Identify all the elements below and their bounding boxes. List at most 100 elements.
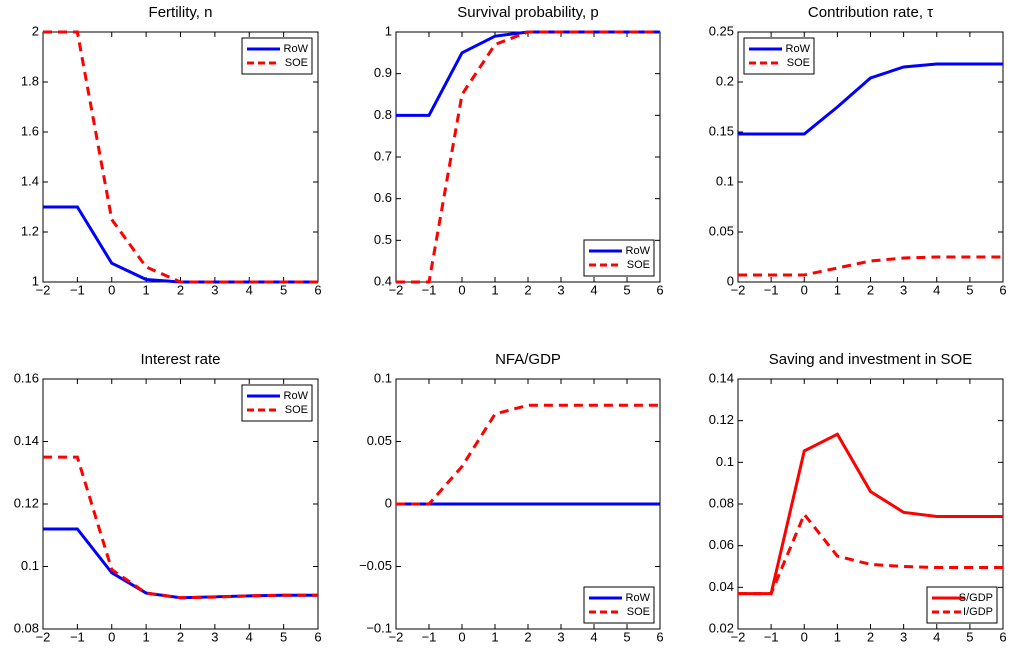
x-tick-label: 2 <box>524 282 531 297</box>
x-tick-label: 3 <box>900 629 907 644</box>
x-tick-label: 2 <box>867 282 874 297</box>
x-tick-label: 3 <box>211 629 218 644</box>
legend-label: SOE <box>627 259 650 271</box>
y-tick-label: 0.04 <box>709 579 734 594</box>
x-tick-label: 4 <box>933 629 940 644</box>
x-tick-label: −2 <box>389 629 404 644</box>
y-tick-label: 0.1 <box>374 370 392 385</box>
y-tick-label: −0.1 <box>366 620 392 635</box>
y-tick-label: 0.12 <box>14 495 39 510</box>
y-tick-label: 0.25 <box>709 23 734 38</box>
x-tick-label: 2 <box>524 629 531 644</box>
subplot-title: NFA/GDP <box>495 351 561 368</box>
legend-label: I/GDP <box>963 606 993 618</box>
x-tick-label: 5 <box>966 282 973 297</box>
legend-label: SOE <box>787 57 810 69</box>
x-tick-label: −1 <box>764 629 779 644</box>
x-tick-label: 1 <box>143 282 150 297</box>
x-tick-label: −1 <box>70 629 85 644</box>
subplot-title: Interest rate <box>140 351 220 368</box>
x-tick-label: 2 <box>177 629 184 644</box>
x-tick-label: 3 <box>900 282 907 297</box>
y-tick-label: 0.05 <box>709 223 734 238</box>
y-tick-label: 1.4 <box>21 173 39 188</box>
x-tick-label: 4 <box>590 629 597 644</box>
y-tick-label: 0.4 <box>374 273 392 288</box>
y-tick-label: 0.1 <box>716 173 734 188</box>
y-tick-label: 0.14 <box>709 370 734 385</box>
y-tick-label: 0.02 <box>709 620 734 635</box>
y-tick-label: 0.16 <box>14 370 39 385</box>
legend: RoW SOE <box>241 37 313 75</box>
line-series <box>396 30 660 284</box>
legend-label: RoW <box>786 43 811 55</box>
legend-label: SOE <box>285 57 308 69</box>
legend-box <box>926 586 998 624</box>
subplot: Contribution rate, τ −2 −1 0 1 2 3 4 5 6 0 0.05 0.1 0… <box>709 4 1007 297</box>
y-tick-label: 0.9 <box>374 65 392 80</box>
x-tick-label: 4 <box>933 282 940 297</box>
y-tick-label: 1 <box>32 273 39 288</box>
legend-label: RoW <box>626 592 651 604</box>
x-tick-label: 2 <box>177 282 184 297</box>
x-tick-label: 0 <box>108 282 115 297</box>
x-tick-label: 4 <box>590 282 597 297</box>
legend-label: SOE <box>285 404 308 416</box>
y-tick-label: −0.05 <box>359 558 392 573</box>
line-series <box>43 30 318 284</box>
y-tick-label: 1.6 <box>21 123 39 138</box>
x-tick-label: 2 <box>867 629 874 644</box>
x-tick-label: 6 <box>999 629 1006 644</box>
subplot: Saving and investment in SOE −2 −1 0 1 2 3 4 5 6 0… <box>709 351 1007 644</box>
x-tick-label: −1 <box>764 282 779 297</box>
y-tick-label: 0.8 <box>374 107 392 122</box>
subplot-title: Contribution rate, τ <box>808 4 933 21</box>
x-tick-label: 1 <box>834 282 841 297</box>
line-series <box>738 432 1003 596</box>
x-tick-label: 5 <box>966 629 973 644</box>
x-tick-label: 6 <box>314 282 321 297</box>
subplot-title: Saving and investment in SOE <box>769 351 972 368</box>
y-tick-label: 0.08 <box>709 495 734 510</box>
x-tick-label: −2 <box>36 282 51 297</box>
x-tick-label: 0 <box>108 629 115 644</box>
subplot: Survival probability, p −2 −1 0 1 2 3 4 5 6 0.4 0.5… <box>374 4 664 297</box>
line-series <box>43 455 318 600</box>
x-tick-label: −2 <box>731 629 746 644</box>
legend: RoW SOE <box>583 586 655 624</box>
legend: RoW SOE <box>241 384 313 422</box>
legend-label: RoW <box>284 390 309 402</box>
legend-box <box>583 586 655 624</box>
subplot-title: Fertility, n <box>149 4 213 21</box>
y-tick-label: 0.1 <box>716 454 734 469</box>
x-tick-label: −2 <box>731 282 746 297</box>
x-tick-label: 1 <box>143 629 150 644</box>
x-tick-label: 6 <box>656 282 663 297</box>
y-tick-label: 0.2 <box>716 73 734 88</box>
y-tick-label: 2 <box>32 23 39 38</box>
legend-label: S/GDP <box>959 592 993 604</box>
x-tick-label: −2 <box>36 629 51 644</box>
legend: RoW SOE <box>583 239 655 277</box>
y-tick-label: 0.14 <box>14 433 39 448</box>
x-tick-label: 0 <box>801 629 808 644</box>
subplot-title: Survival probability, p <box>457 4 598 21</box>
x-tick-label: 0 <box>801 282 808 297</box>
x-tick-label: 3 <box>557 629 564 644</box>
legend-box <box>241 37 313 75</box>
x-tick-label: −1 <box>422 282 437 297</box>
legend-label: SOE <box>627 606 650 618</box>
x-tick-label: 6 <box>656 629 663 644</box>
x-tick-label: 5 <box>280 629 287 644</box>
legend-label: RoW <box>626 245 651 257</box>
legend-box <box>583 239 655 277</box>
y-tick-label: 0.7 <box>374 148 392 163</box>
x-tick-label: −1 <box>422 629 437 644</box>
x-tick-label: 5 <box>623 282 630 297</box>
x-tick-label: −2 <box>389 282 404 297</box>
y-tick-label: 0.12 <box>709 412 734 427</box>
x-tick-label: 6 <box>999 282 1006 297</box>
x-tick-label: 0 <box>458 629 465 644</box>
x-tick-label: −1 <box>70 282 85 297</box>
